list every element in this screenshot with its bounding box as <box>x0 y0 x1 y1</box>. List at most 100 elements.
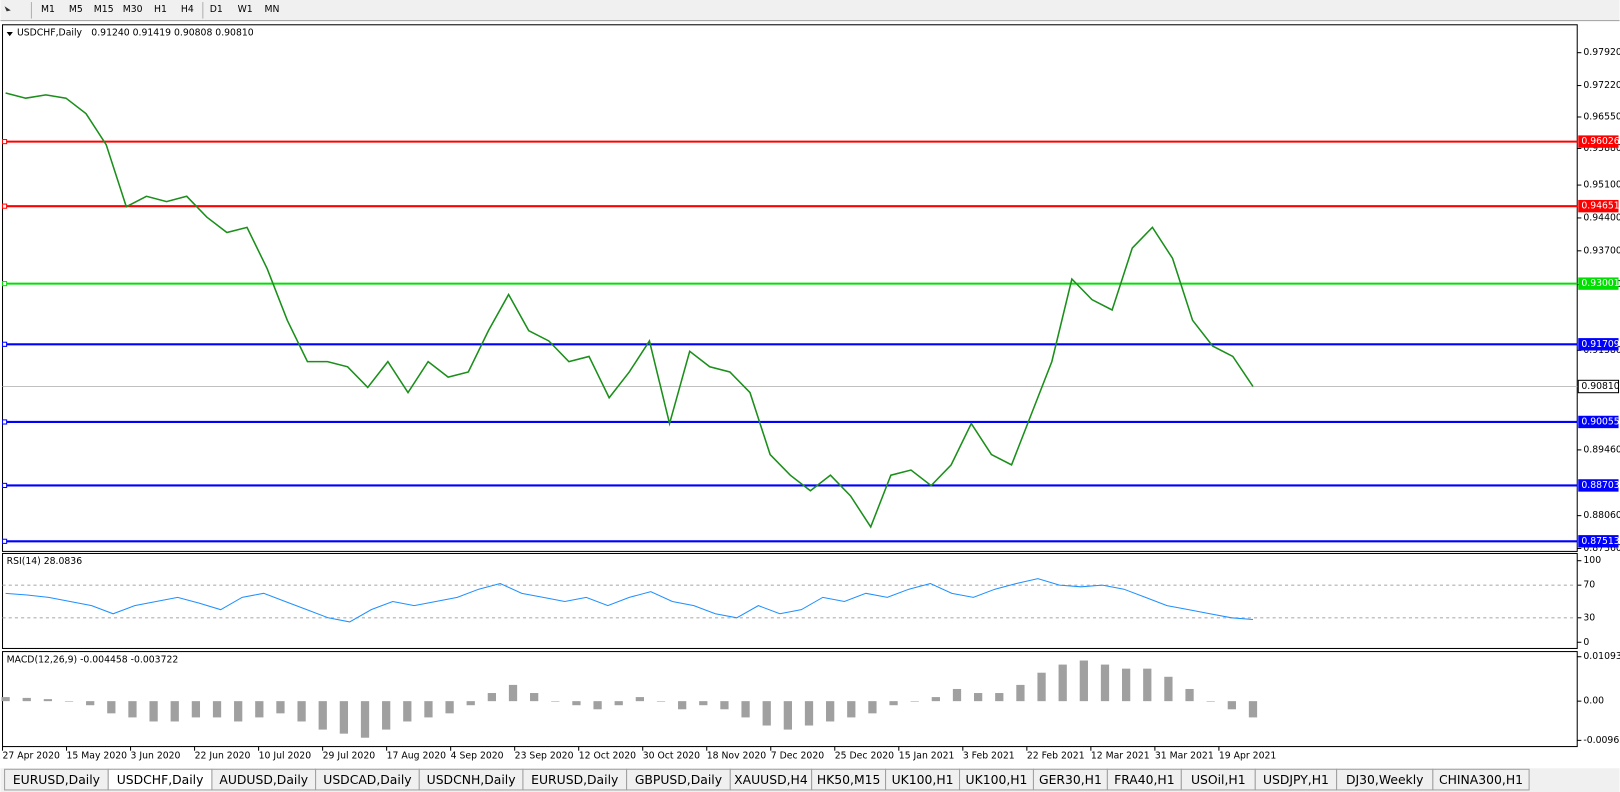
y-tick-label: 0.96550 <box>1583 111 1620 122</box>
timeframe-button[interactable]: W1 <box>238 4 253 15</box>
y-tick-label: 0.97220 <box>1583 80 1620 91</box>
tab-bg <box>1432 768 1530 791</box>
x-tick-label: 23 Sep 2020 <box>515 750 574 761</box>
x-tick-label: 4 Sep 2020 <box>451 750 504 761</box>
timeframe-button[interactable]: H1 <box>154 4 167 15</box>
y-tick-label: 0.87360 <box>1583 543 1620 554</box>
timeframe-button[interactable]: M1 <box>41 4 55 15</box>
tab-label[interactable]: XAUUSD,H4 <box>734 772 808 787</box>
macd-bar <box>64 701 74 702</box>
timeframe-button[interactable]: H4 <box>181 4 194 15</box>
level-anchor <box>1 538 8 544</box>
tab[interactable]: USDCNH,Daily <box>418 768 524 791</box>
x-tick-label: 12 Mar 2021 <box>1091 750 1150 761</box>
level-box <box>1578 277 1619 290</box>
tab[interactable]: USDCAD,Daily <box>315 768 420 791</box>
y-tick-label: 0.93700 <box>1583 245 1620 256</box>
macd-tick-label: 0.00 <box>1583 696 1604 707</box>
level-label: 0.91709 <box>1581 339 1619 350</box>
rsi-title: RSI(14) 28.0836 <box>7 556 83 567</box>
tab[interactable]: UK100,H1 <box>959 768 1034 791</box>
tab[interactable]: USDCHF,Daily <box>107 768 213 791</box>
macd-bar <box>1058 664 1067 702</box>
tab[interactable]: CHINA300,H1 <box>1432 768 1530 791</box>
macd-bar <box>720 701 729 710</box>
timeframe-button[interactable]: D1 <box>210 4 223 15</box>
x-tick-label: 27 Apr 2020 <box>3 750 60 761</box>
tab-label[interactable]: AUDUSD,Daily <box>219 772 308 787</box>
tab[interactable]: FRA40,H1 <box>1106 768 1182 791</box>
level-anchor <box>1 203 8 209</box>
macd-bar <box>530 693 539 702</box>
rsi-tick-label: 100 <box>1583 555 1601 566</box>
symbol-title: USDCHF,Daily <box>17 28 83 39</box>
timeframe-button[interactable]: M5 <box>69 4 83 15</box>
x-tick-label: 30 Oct 2020 <box>643 750 700 761</box>
tab-label[interactable]: UK100,H1 <box>966 772 1028 787</box>
current-price-box <box>1577 379 1620 394</box>
macd-bar <box>910 701 919 702</box>
macd-title: MACD(12,26,9) -0.004458 -0.003722 <box>7 654 179 665</box>
tab[interactable]: USDJPY,H1 <box>1254 768 1338 791</box>
tab[interactable]: EURUSD,Daily <box>522 768 628 791</box>
macd-bar <box>699 701 708 706</box>
toolbar <box>0 0 1620 21</box>
tab[interactable]: DJ30,Weekly <box>1336 768 1434 791</box>
tab-label[interactable]: CHINA300,H1 <box>1439 772 1523 787</box>
macd-bar <box>678 701 687 710</box>
tab-label[interactable]: EURUSD,Daily <box>13 772 100 787</box>
tab-label[interactable]: USDJPY,H1 <box>1263 772 1329 787</box>
macd-bar <box>212 701 222 718</box>
macd-bar <box>403 701 412 722</box>
macd-bar <box>868 701 877 714</box>
tab-label[interactable]: USDCAD,Daily <box>323 772 411 787</box>
tab-label[interactable]: HK50,M15 <box>817 772 881 787</box>
tab[interactable]: UK100,H1 <box>885 768 961 791</box>
level-box <box>1578 338 1619 351</box>
macd-bar <box>508 684 518 702</box>
macd-bar <box>572 701 581 706</box>
x-tick-label: 22 Jun 2020 <box>195 750 251 761</box>
macd-bar <box>635 697 644 702</box>
tab-label[interactable]: USOil,H1 <box>1191 772 1246 787</box>
timeframe-button[interactable]: M30 <box>123 4 143 15</box>
macd-bar <box>170 701 179 722</box>
tab[interactable]: XAUUSD,H4 <box>729 768 813 791</box>
tab[interactable]: HK50,M15 <box>811 768 887 791</box>
tab-label[interactable]: DJ30,Weekly <box>1346 772 1424 787</box>
level-anchor <box>1 139 8 145</box>
y-tick-label: 0.97920 <box>1583 47 1620 58</box>
tab-label[interactable]: GBPUSD,Daily <box>635 772 722 787</box>
macd-bar <box>466 701 475 706</box>
tab[interactable]: GBPUSD,Daily <box>626 768 731 791</box>
macd-bar <box>614 701 623 706</box>
rsi-pane <box>1 552 1578 649</box>
rsi-line <box>5 578 1254 623</box>
macd-bar <box>656 701 666 702</box>
tab[interactable]: GER30,H1 <box>1032 768 1108 791</box>
tab[interactable]: EURUSD,Daily <box>4 768 109 791</box>
x-tick-label: 15 May 2020 <box>67 750 128 761</box>
level-anchor <box>1 482 8 489</box>
timeframe-button[interactable]: M15 <box>94 4 114 15</box>
tab-label[interactable]: USDCNH,Daily <box>427 772 516 787</box>
x-tick-label: 29 Jul 2020 <box>323 750 376 761</box>
tab[interactable]: USOil,H1 <box>1180 768 1256 791</box>
level-box <box>1578 479 1619 492</box>
tab[interactable]: AUDUSD,Daily <box>211 768 317 791</box>
macd-bar <box>889 701 898 706</box>
tab-label[interactable]: FRA40,H1 <box>1114 772 1175 787</box>
tab-label[interactable]: USDCHF,Daily <box>117 772 204 787</box>
tab-label[interactable]: UK100,H1 <box>892 772 954 787</box>
x-tick-label: 3 Jun 2020 <box>131 750 181 761</box>
level-anchor <box>1 281 8 287</box>
cursor-icon <box>4 6 11 12</box>
macd-bar <box>783 701 792 730</box>
tab-label[interactable]: EURUSD,Daily <box>531 772 618 787</box>
macd-bar <box>1227 701 1236 710</box>
macd-bar <box>128 701 137 718</box>
level-anchor <box>1 419 8 425</box>
level-label: 0.96026 <box>1581 136 1619 147</box>
tab-label[interactable]: GER30,H1 <box>1039 772 1102 787</box>
timeframe-button[interactable]: MN <box>265 4 280 15</box>
